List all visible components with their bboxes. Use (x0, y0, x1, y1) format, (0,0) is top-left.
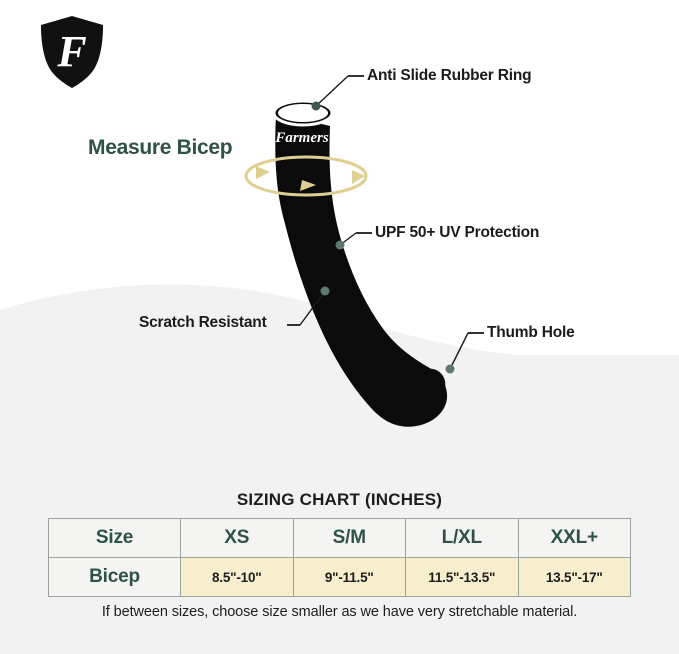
table-cell-bicep-sm: 9"-11.5" (292, 557, 406, 597)
sizing-chart-table: Size XS S/M L/XL XXL+ Bicep 8.5"-10" 9"-… (48, 518, 631, 597)
thumb-hole-shape (412, 368, 446, 400)
table-header-cell-sm: S/M (292, 518, 406, 558)
sleeve-opening-inner (278, 104, 328, 122)
table-cell-bicep-lxl: 11.5"-13.5" (405, 557, 519, 597)
table-cell-bicep-xs: 8.5"-10" (180, 557, 294, 597)
table-header-cell-xs: XS (180, 518, 294, 558)
table-header-row: Size XS S/M L/XL XXL+ (48, 518, 631, 558)
table-row: Bicep 8.5"-10" 9"-11.5" 11.5"-13.5" 13.5… (48, 557, 631, 597)
sleeve-body (275, 113, 448, 427)
annotation-thumb-hole: Thumb Hole (487, 324, 575, 341)
annotation-upf-protection: UPF 50+ UV Protection (375, 224, 540, 241)
shield-logo-icon: F (37, 13, 107, 91)
logo-letter: F (56, 27, 86, 76)
measure-bicep-arrow (244, 155, 368, 197)
annotation-scratch-resistant: Scratch Resistant (139, 314, 267, 331)
sleeve-brand-text: Farmers (274, 130, 329, 146)
sizing-chart-title: SIZING CHART (INCHES) (236, 490, 443, 509)
table-header-cell-lxl: L/XL (405, 518, 519, 558)
annotation-anti-slide-rubber-ring: Anti Slide Rubber Ring (367, 67, 532, 84)
table-header-cell-size: Size (48, 518, 181, 558)
sleeve-brand-text-defense: DEFENSE (348, 131, 412, 145)
background-lower-band (0, 355, 679, 654)
table-row-label-bicep: Bicep (48, 557, 181, 597)
table-header-cell-xxl: XXL+ (517, 518, 631, 558)
annotation-measure-bicep: Measure Bicep (88, 136, 233, 159)
table-cell-bicep-xxl: 13.5"-17" (517, 557, 631, 597)
sizing-chart-note: If between sizes, choose size smaller as… (101, 604, 578, 620)
arm-sleeve-illustration: Farmers DEFENSE (244, 99, 448, 427)
